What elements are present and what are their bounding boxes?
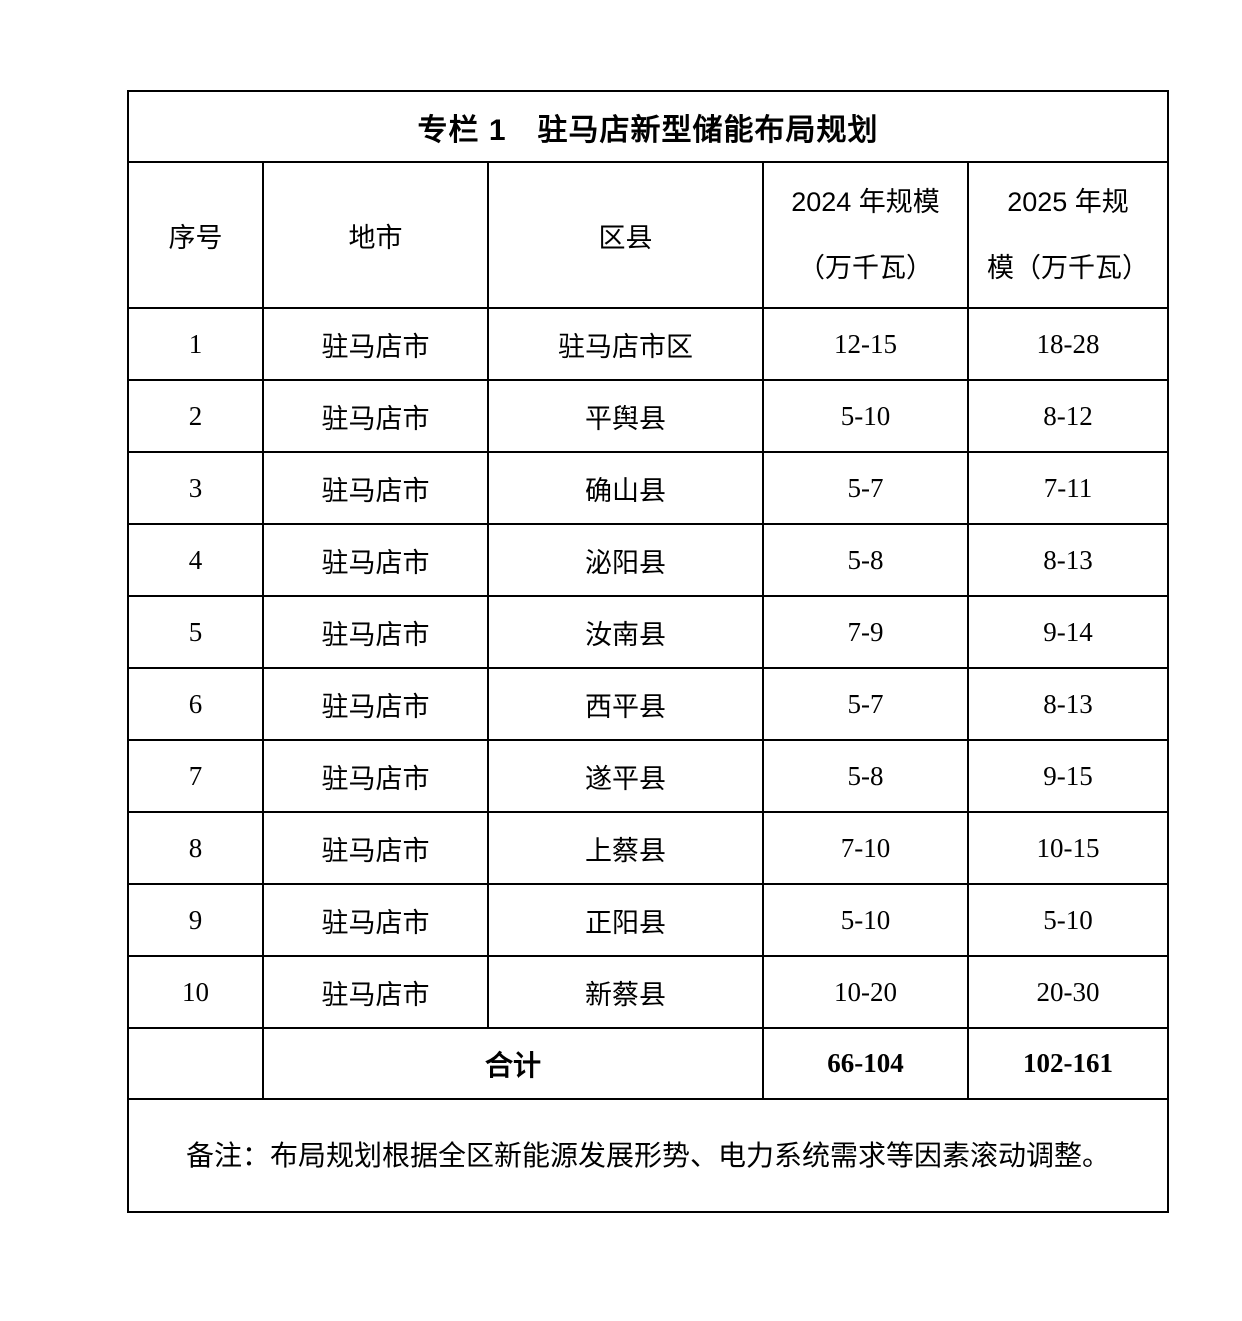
table-row: 1 驻马店市 驻马店市区 12-15 18-28 bbox=[127, 307, 1170, 381]
cell-county: 上蔡县 bbox=[487, 811, 764, 885]
title-row: 专栏 1 驻马店新型储能布局规划 bbox=[126, 90, 1170, 163]
cell-2025: 7-11 bbox=[966, 451, 1170, 525]
total-2025: 102-161 bbox=[966, 1027, 1170, 1100]
cell-2024: 5-7 bbox=[762, 451, 969, 525]
cell-seq: 4 bbox=[127, 523, 264, 597]
cell-county: 平舆县 bbox=[487, 379, 764, 453]
cell-seq: 7 bbox=[127, 739, 264, 813]
cell-county: 西平县 bbox=[487, 667, 764, 741]
cell-seq: 8 bbox=[127, 811, 264, 885]
cell-county: 遂平县 bbox=[487, 739, 764, 813]
table-row: 6 驻马店市 西平县 5-7 8-13 bbox=[127, 667, 1170, 741]
header-2024-line2: （万千瓦） bbox=[798, 253, 933, 283]
cell-seq: 10 bbox=[127, 955, 264, 1029]
cell-county: 新蔡县 bbox=[487, 955, 764, 1029]
table-row: 2 驻马店市 平舆县 5-10 8-12 bbox=[127, 379, 1170, 453]
table-title: 专栏 1 驻马店新型储能布局规划 bbox=[126, 90, 1170, 163]
header-2024-line1: 2024 年规模 bbox=[791, 187, 940, 217]
cell-2025: 9-14 bbox=[966, 595, 1170, 669]
cell-2024: 5-8 bbox=[762, 739, 969, 813]
cell-city: 驻马店市 bbox=[262, 451, 489, 525]
cell-2024: 5-7 bbox=[762, 667, 969, 741]
total-row: 合计 66-104 102-161 bbox=[127, 1027, 1170, 1100]
cell-seq: 3 bbox=[127, 451, 264, 525]
table-row: 10 驻马店市 新蔡县 10-20 20-30 bbox=[127, 955, 1170, 1029]
table-row: 3 驻马店市 确山县 5-7 7-11 bbox=[127, 451, 1170, 525]
cell-2025: 10-15 bbox=[966, 811, 1170, 885]
cell-2025: 8-13 bbox=[966, 523, 1170, 597]
cell-city: 驻马店市 bbox=[262, 667, 489, 741]
cell-2024: 12-15 bbox=[762, 307, 969, 381]
total-2024: 66-104 bbox=[762, 1027, 969, 1100]
table-note: 备注：布局规划根据全区新能源发展形势、电力系统需求等因素滚动调整。 bbox=[126, 1098, 1170, 1213]
cell-county: 确山县 bbox=[487, 451, 764, 525]
cell-county: 汝南县 bbox=[487, 595, 764, 669]
cell-seq: 2 bbox=[127, 379, 264, 453]
cell-city: 驻马店市 bbox=[262, 811, 489, 885]
table-row: 9 驻马店市 正阳县 5-10 5-10 bbox=[127, 883, 1170, 957]
table-row: 5 驻马店市 汝南县 7-9 9-14 bbox=[127, 595, 1170, 669]
cell-city: 驻马店市 bbox=[262, 523, 489, 597]
cell-seq: 5 bbox=[127, 595, 264, 669]
note-row: 备注：布局规划根据全区新能源发展形势、电力系统需求等因素滚动调整。 bbox=[126, 1098, 1170, 1213]
cell-2025: 5-10 bbox=[966, 883, 1170, 957]
cell-county: 泌阳县 bbox=[487, 523, 764, 597]
header-2024-scale: 2024 年规模 （万千瓦） bbox=[762, 161, 969, 309]
cell-2025: 8-12 bbox=[966, 379, 1170, 453]
header-2025-scale: 2025 年规 模（万千瓦） bbox=[966, 161, 1170, 309]
cell-2024: 5-8 bbox=[762, 523, 969, 597]
cell-2024: 7-9 bbox=[762, 595, 969, 669]
cell-2025: 8-13 bbox=[966, 667, 1170, 741]
storage-plan-table: 专栏 1 驻马店新型储能布局规划 序号 地市 区县 2024 年规模 （万千瓦）… bbox=[126, 90, 1170, 1213]
cell-2024: 5-10 bbox=[762, 379, 969, 453]
cell-city: 驻马店市 bbox=[262, 307, 489, 381]
table-row: 4 驻马店市 泌阳县 5-8 8-13 bbox=[127, 523, 1170, 597]
cell-county: 驻马店市区 bbox=[487, 307, 764, 381]
header-row: 序号 地市 区县 2024 年规模 （万千瓦） 2025 年规 模（万千瓦） bbox=[127, 161, 1170, 309]
header-seq: 序号 bbox=[127, 161, 264, 309]
table-row: 7 驻马店市 遂平县 5-8 9-15 bbox=[127, 739, 1170, 813]
cell-city: 驻马店市 bbox=[262, 955, 489, 1029]
cell-city: 驻马店市 bbox=[262, 595, 489, 669]
cell-2025: 20-30 bbox=[966, 955, 1170, 1029]
cell-seq: 9 bbox=[127, 883, 264, 957]
cell-2024: 5-10 bbox=[762, 883, 969, 957]
total-seq-empty bbox=[127, 1027, 264, 1100]
cell-2025: 9-15 bbox=[966, 739, 1170, 813]
cell-city: 驻马店市 bbox=[262, 379, 489, 453]
cell-2024: 10-20 bbox=[762, 955, 969, 1029]
cell-county: 正阳县 bbox=[487, 883, 764, 957]
cell-seq: 6 bbox=[127, 667, 264, 741]
header-2025-line2: 模（万千瓦） bbox=[987, 253, 1150, 283]
cell-2025: 18-28 bbox=[966, 307, 1170, 381]
cell-city: 驻马店市 bbox=[262, 883, 489, 957]
cell-city: 驻马店市 bbox=[262, 739, 489, 813]
table-row: 8 驻马店市 上蔡县 7-10 10-15 bbox=[127, 811, 1170, 885]
header-county: 区县 bbox=[487, 161, 764, 309]
cell-seq: 1 bbox=[127, 307, 264, 381]
header-2025-line1: 2025 年规 bbox=[1007, 187, 1129, 217]
cell-2024: 7-10 bbox=[762, 811, 969, 885]
header-city: 地市 bbox=[262, 161, 489, 309]
total-label: 合计 bbox=[262, 1027, 764, 1100]
